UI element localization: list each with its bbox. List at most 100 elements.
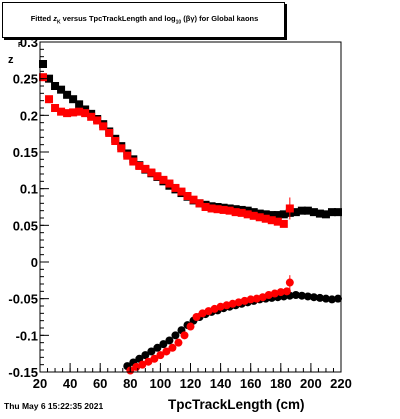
data-point-square: [87, 112, 96, 121]
data-point-circle: [297, 291, 306, 300]
data-point-square: [327, 208, 336, 217]
y-axis-label: z F: [4, 40, 24, 70]
data-point-square: [129, 157, 138, 166]
y-tick-label: 0.25: [13, 72, 38, 87]
data-marks: [39, 60, 342, 375]
data-point-circle: [291, 291, 300, 299]
x-tick-label: 40: [63, 376, 77, 391]
data-point-square: [297, 206, 306, 215]
data-point-circle: [174, 338, 183, 347]
data-point-circle: [315, 293, 324, 302]
data-point-square: [285, 204, 294, 213]
x-tick-label: 140: [210, 376, 232, 391]
data-point-square: [135, 161, 144, 170]
data-point-circle: [216, 302, 225, 311]
data-point-circle: [192, 313, 201, 321]
data-point-circle: [258, 293, 267, 302]
data-point-square: [57, 85, 66, 94]
data-point-square: [189, 195, 198, 204]
data-point-square: [267, 211, 276, 220]
data-point-circle: [168, 343, 177, 352]
data-point-square: [225, 206, 234, 215]
data-point-circle: [159, 340, 168, 349]
data-point-square: [177, 187, 186, 196]
x-tick-label: 60: [93, 376, 107, 391]
plot-title: Fitted zK versus TpcTrackLength and log1…: [3, 14, 286, 26]
data-point-circle: [303, 292, 312, 301]
data-point-circle: [270, 289, 279, 298]
data-point-square: [75, 107, 84, 116]
data-point-circle: [234, 298, 243, 307]
data-point-square: [213, 205, 222, 214]
data-point-circle: [282, 287, 291, 296]
data-point-square: [261, 214, 270, 223]
title-log-sub: 10: [175, 19, 182, 26]
data-point-square: [63, 109, 72, 118]
data-point-circle: [147, 347, 156, 356]
data-point-square: [243, 210, 252, 219]
data-point-circle: [162, 347, 171, 356]
data-point-square: [81, 109, 90, 118]
data-point-square: [45, 95, 54, 104]
timestamp: Thu May 6 15:22:35 2021: [4, 401, 104, 411]
y-tick-label: 0.1: [20, 182, 38, 197]
data-point-circle: [210, 304, 219, 313]
data-point-square: [255, 213, 264, 222]
data-point-circle: [264, 291, 273, 299]
x-tick-label: 200: [300, 376, 322, 391]
data-point-square: [93, 116, 102, 125]
data-point-circle: [144, 357, 153, 366]
y-axis-label-sub: F: [18, 42, 23, 49]
data-point-square: [171, 183, 180, 192]
data-point-square: [99, 122, 108, 131]
title-z-sub: K: [56, 19, 61, 26]
data-point-square: [141, 164, 150, 173]
y-tick-label: 0.05: [13, 218, 38, 233]
y-tick-label: -0.1: [16, 328, 38, 343]
data-point-square: [273, 211, 282, 220]
data-point-square: [249, 211, 258, 220]
data-point-square: [51, 104, 60, 112]
data-point-square: [201, 203, 210, 211]
data-point-square: [237, 208, 246, 217]
data-point-circle: [309, 293, 318, 302]
data-point-square: [117, 144, 126, 153]
data-point-square: [39, 73, 48, 82]
data-point-circle: [222, 301, 231, 310]
data-point-square: [45, 74, 54, 83]
data-point-square: [69, 108, 78, 117]
data-point-square: [231, 208, 240, 217]
data-point-circle: [327, 295, 336, 304]
data-point-square: [111, 137, 120, 145]
data-point-circle: [252, 294, 261, 303]
data-point-circle: [276, 288, 285, 297]
data-point-square: [195, 199, 204, 208]
data-point-square: [315, 209, 324, 218]
data-point-square: [165, 179, 174, 188]
data-point-circle: [138, 360, 147, 369]
data-point-circle: [198, 309, 207, 318]
data-point-square: [63, 90, 72, 99]
data-point-circle: [150, 354, 159, 363]
data-point-circle: [153, 343, 162, 352]
data-point-circle: [285, 278, 294, 287]
x-tick-label: 160: [240, 376, 262, 391]
data-point-square: [279, 219, 288, 228]
data-point-square: [153, 172, 162, 181]
title-z: z: [53, 14, 57, 23]
y-tick-label: -0.15: [8, 365, 38, 380]
axes: 20 40 60 80 100 120 140 160 180 200 220 -0.15 -0.1 -0…: [8, 35, 351, 391]
data-point-square: [309, 208, 318, 217]
y-tick-label: -0.05: [8, 292, 38, 307]
data-point-circle: [228, 299, 237, 308]
data-point-square: [51, 82, 60, 90]
x-axis-label: TpcTrackLength (cm): [168, 397, 305, 412]
y-tick-label: 0: [31, 255, 38, 270]
data-point-square: [267, 216, 276, 225]
y-tick-label: 0.3: [20, 35, 38, 50]
data-point-square: [69, 95, 78, 104]
x-tick-label: 100: [150, 376, 172, 391]
data-point-circle: [246, 295, 255, 304]
data-point-circle: [333, 294, 342, 303]
